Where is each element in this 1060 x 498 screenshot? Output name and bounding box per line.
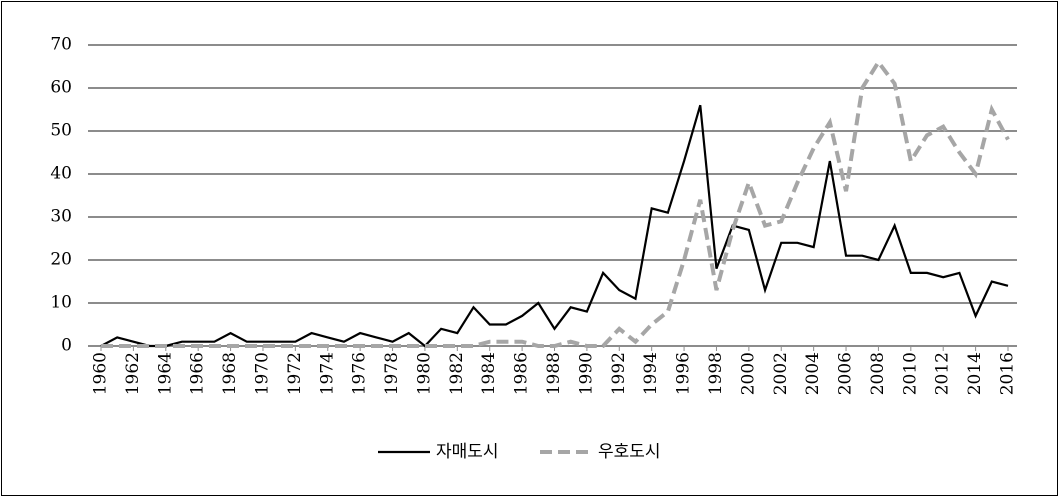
x-tick-label: 1992 <box>609 352 629 395</box>
y-tick-label: 50 <box>50 121 72 141</box>
y-tick-label: 60 <box>50 78 72 98</box>
x-tick-label: 1984 <box>479 352 499 395</box>
x-tick-label: 2016 <box>998 352 1018 395</box>
x-tick-label: 2006 <box>836 352 856 395</box>
y-tick-label: 30 <box>50 207 72 227</box>
x-tick-label: 1982 <box>447 352 467 395</box>
x-tick-label: 1962 <box>123 352 143 395</box>
x-tick-label: 1972 <box>285 352 305 395</box>
legend-label: 자매도시 <box>436 442 499 462</box>
x-tick-label: 2004 <box>803 352 823 395</box>
x-tick-label: 2010 <box>900 352 920 395</box>
x-tick-label: 1986 <box>512 352 532 395</box>
x-tick-label: 1994 <box>641 352 661 395</box>
x-tick-label: 1968 <box>220 352 240 395</box>
x-tick-label: 1990 <box>576 352 596 395</box>
series-line <box>101 58 1010 348</box>
y-tick-label: 40 <box>50 164 72 184</box>
x-tick-label: 2002 <box>771 352 791 395</box>
x-tick-label: 1976 <box>350 352 370 395</box>
y-tick-label: 70 <box>50 35 72 55</box>
x-tick-label: 1974 <box>317 352 337 395</box>
x-tick-label: 1978 <box>382 352 402 395</box>
x-tick-label: 2012 <box>933 352 953 395</box>
x-tick-label: 2008 <box>868 352 888 395</box>
legend-label: 우호도시 <box>598 442 661 462</box>
x-tick-label: 1998 <box>706 352 726 395</box>
y-tick-label: 10 <box>50 293 72 313</box>
x-tick-label: 2000 <box>738 352 758 395</box>
y-tick-label: 0 <box>61 336 72 356</box>
x-tick-label: 1970 <box>252 352 272 395</box>
x-tick-label: 1964 <box>155 352 175 395</box>
y-tick-label: 20 <box>50 250 72 270</box>
x-tick-label: 1996 <box>674 352 694 395</box>
x-tick-label: 1988 <box>544 352 564 395</box>
series-line <box>100 104 1009 348</box>
x-tick-label: 1966 <box>188 352 208 395</box>
x-tick-label: 1980 <box>414 352 434 395</box>
x-tick-label: 1960 <box>91 352 111 395</box>
x-tick-label: 2014 <box>965 352 985 395</box>
